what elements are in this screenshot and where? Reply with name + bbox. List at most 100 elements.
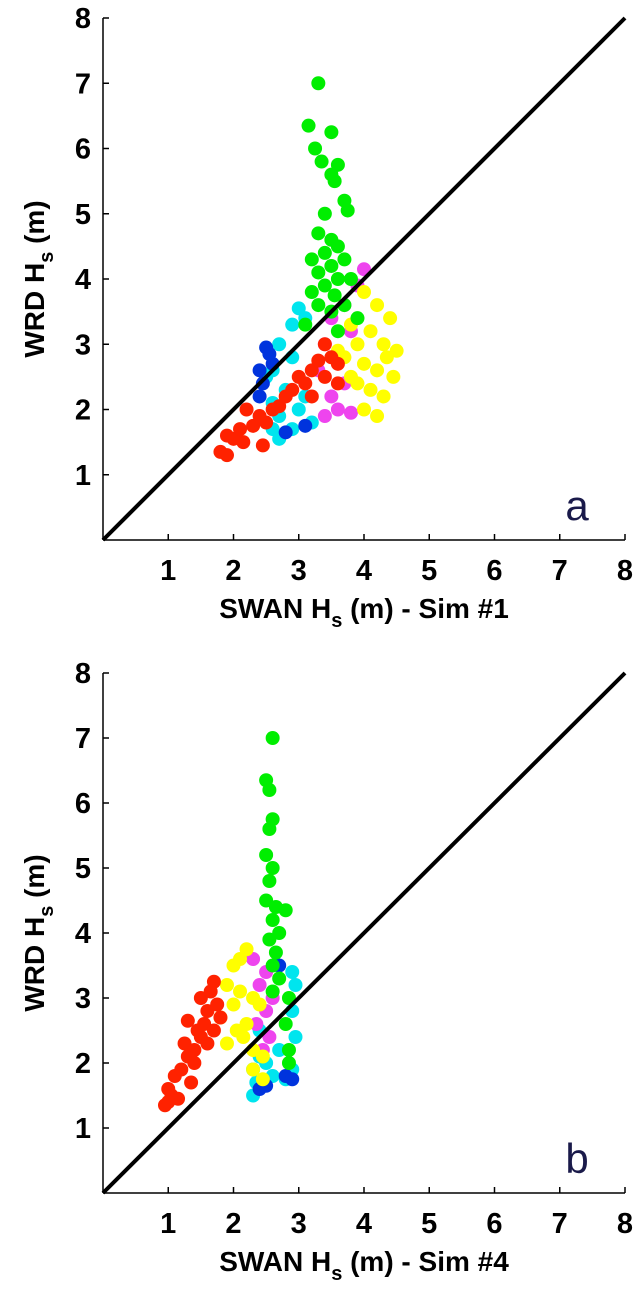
point <box>278 903 293 918</box>
point <box>288 1030 303 1044</box>
point <box>278 1017 293 1031</box>
one-to-one-line <box>101 671 627 1195</box>
point <box>285 317 300 332</box>
point <box>330 239 345 254</box>
point <box>285 965 300 979</box>
point <box>350 376 365 391</box>
point <box>219 448 234 463</box>
label-part: (m) - Sim #4 <box>342 1246 509 1277</box>
point <box>324 389 339 404</box>
point <box>259 848 274 862</box>
point <box>304 252 319 267</box>
point <box>311 76 326 91</box>
label-part: (m) <box>19 854 50 905</box>
point <box>255 376 270 391</box>
point <box>226 958 241 973</box>
y-tick-label: 7 <box>75 68 91 100</box>
point <box>376 337 391 352</box>
point <box>317 409 332 424</box>
x-tick-label: 1 <box>160 1208 176 1240</box>
point <box>265 861 280 875</box>
point <box>213 1010 228 1025</box>
point <box>187 1043 202 1057</box>
point <box>180 1013 195 1028</box>
point <box>327 288 342 303</box>
y-axis-label: WRD Hs (m) <box>19 200 58 357</box>
label-part: s <box>331 1263 342 1285</box>
y-tick-label: 2 <box>75 1048 91 1080</box>
x-axis-label: SWAN Hs (m) - Sim #4 <box>219 1246 509 1285</box>
point <box>246 1062 261 1077</box>
label-part: (m) <box>19 200 50 251</box>
label-part: s <box>36 252 58 263</box>
point <box>239 402 254 417</box>
point <box>206 1023 221 1038</box>
point <box>330 356 345 371</box>
point <box>376 389 391 404</box>
point <box>252 363 267 378</box>
point <box>330 324 345 339</box>
y-tick-label: 1 <box>75 1113 91 1145</box>
x-tick-label: 5 <box>421 1208 437 1240</box>
point <box>343 405 358 420</box>
point <box>340 203 355 218</box>
panel-label: a <box>565 482 589 529</box>
panel-label: b <box>565 1135 588 1182</box>
point <box>249 1017 264 1031</box>
point <box>262 822 277 836</box>
point <box>311 226 326 241</box>
x-tick-label: 7 <box>552 555 568 587</box>
one-to-one-line <box>101 16 627 542</box>
point <box>255 1049 270 1064</box>
point <box>311 298 326 313</box>
point <box>317 369 332 384</box>
x-tick-label: 2 <box>225 555 241 587</box>
point <box>383 311 398 326</box>
point <box>308 141 323 156</box>
x-tick-label: 6 <box>486 555 502 587</box>
point <box>357 356 371 371</box>
x-tick-label: 4 <box>356 1208 372 1240</box>
point <box>291 402 306 417</box>
point <box>265 731 280 745</box>
label-part: WRD H <box>19 917 50 1012</box>
label-part: SWAN H <box>219 593 331 624</box>
x-tick-label: 1 <box>160 555 176 587</box>
label-part: s <box>36 906 58 917</box>
y-tick-label: 3 <box>75 983 91 1015</box>
point <box>252 389 267 404</box>
point <box>337 252 352 267</box>
point <box>268 945 283 960</box>
y-tick-label: 5 <box>75 199 91 231</box>
point <box>314 154 329 169</box>
label-part: s <box>331 610 342 632</box>
point <box>317 337 332 352</box>
point <box>206 974 221 989</box>
point <box>317 206 332 221</box>
point <box>324 125 339 140</box>
point <box>298 317 313 332</box>
point <box>161 1095 176 1109</box>
point <box>311 265 326 280</box>
point <box>288 978 303 992</box>
point <box>357 402 371 417</box>
point <box>272 971 287 986</box>
point <box>226 997 241 1012</box>
point <box>298 376 313 391</box>
point <box>233 422 248 437</box>
point <box>311 353 326 368</box>
point <box>281 1056 296 1070</box>
y-tick-label: 5 <box>75 853 91 885</box>
point <box>265 958 280 973</box>
point <box>363 324 378 339</box>
point <box>285 382 300 397</box>
point <box>330 376 345 391</box>
point <box>363 382 378 397</box>
point <box>370 409 385 424</box>
x-tick-label: 4 <box>356 555 372 587</box>
point <box>219 978 234 992</box>
point <box>298 418 313 433</box>
